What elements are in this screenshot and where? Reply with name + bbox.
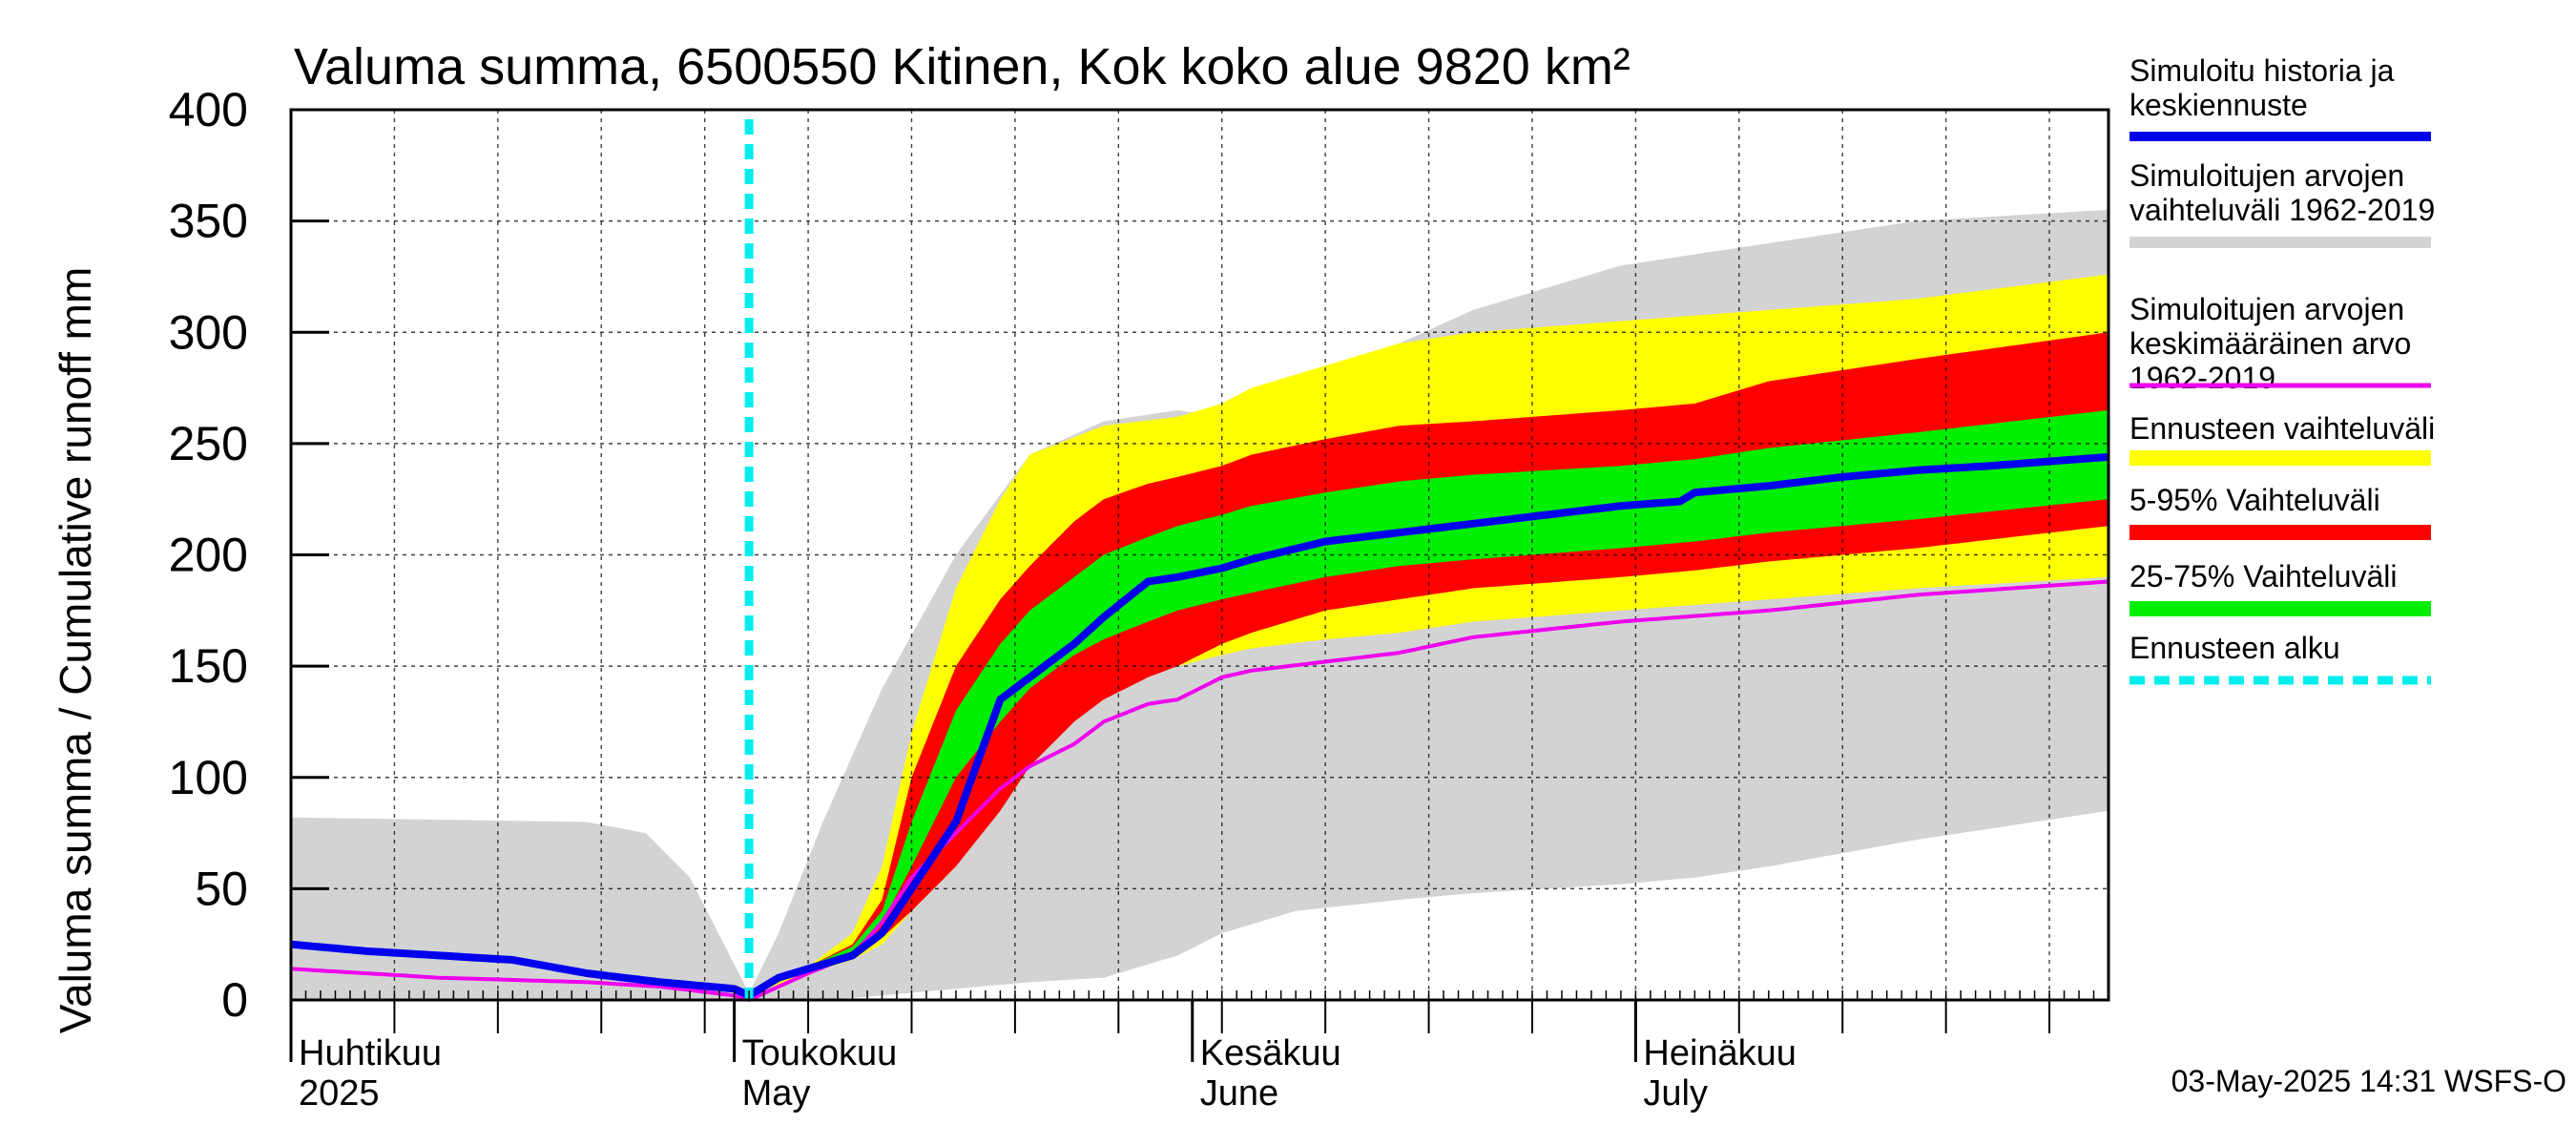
legend-label-mean: Simuloitujen arvojen — [2129, 292, 2404, 326]
x-month-label-en: 2025 — [299, 1073, 380, 1114]
legend-label-median: keskiennuste — [2129, 88, 2308, 122]
x-month-label-fi: Heinäkuu — [1643, 1033, 1797, 1073]
y-tick-label: 0 — [221, 973, 248, 1027]
x-month-label-en: July — [1643, 1073, 1708, 1114]
timestamp-footer: 03-May-2025 14:31 WSFS-O — [2171, 1064, 2566, 1098]
y-tick-label: 50 — [195, 862, 248, 915]
legend-label-p5_95: 5-95% Vaihteluväli — [2129, 483, 2380, 517]
y-tick-label: 250 — [169, 417, 248, 470]
legend-label-forecast_start: Ennusteen alku — [2129, 631, 2340, 665]
legend-label-hist_range: Simuloitujen arvojen — [2129, 158, 2404, 193]
chart-title: Valuma summa, 6500550 Kitinen, Kok koko … — [294, 38, 1631, 95]
y-tick-label: 200 — [169, 529, 248, 582]
legend-label-mean: keskimääräinen arvo — [2129, 326, 2411, 361]
mean-line — [290, 579, 2109, 1002]
y-tick-label: 150 — [169, 639, 248, 693]
x-month-label-fi: Toukokuu — [742, 1033, 898, 1073]
y-axis-label: Valuma summa / Cumulative runoff mm — [51, 267, 100, 1034]
legend-label-mean: 1962-2019 — [2129, 361, 2275, 395]
y-tick-label: 300 — [169, 305, 248, 359]
legend-label-median: Simuloitu historia ja — [2129, 53, 2395, 88]
y-tick-label: 400 — [169, 83, 248, 136]
legend-label-p25_75: 25-75% Vaihteluväli — [2129, 559, 2397, 593]
grid-layer — [291, 110, 2109, 1000]
x-month-label-fi: Kesäkuu — [1200, 1033, 1341, 1073]
y-tick-label: 100 — [169, 751, 248, 804]
x-month-label-en: May — [742, 1073, 811, 1114]
legend-label-hist_range: vaihteluväli 1962-2019 — [2129, 193, 2435, 227]
x-month-label-en: June — [1200, 1073, 1278, 1114]
line-layer — [290, 119, 2109, 1002]
y-tick-label: 350 — [169, 195, 248, 248]
median-forecast-line — [290, 452, 2109, 1000]
legend-label-forecast_range: Ennusteen vaihteluväli — [2129, 411, 2435, 446]
x-month-label-fi: Huhtikuu — [299, 1033, 442, 1073]
